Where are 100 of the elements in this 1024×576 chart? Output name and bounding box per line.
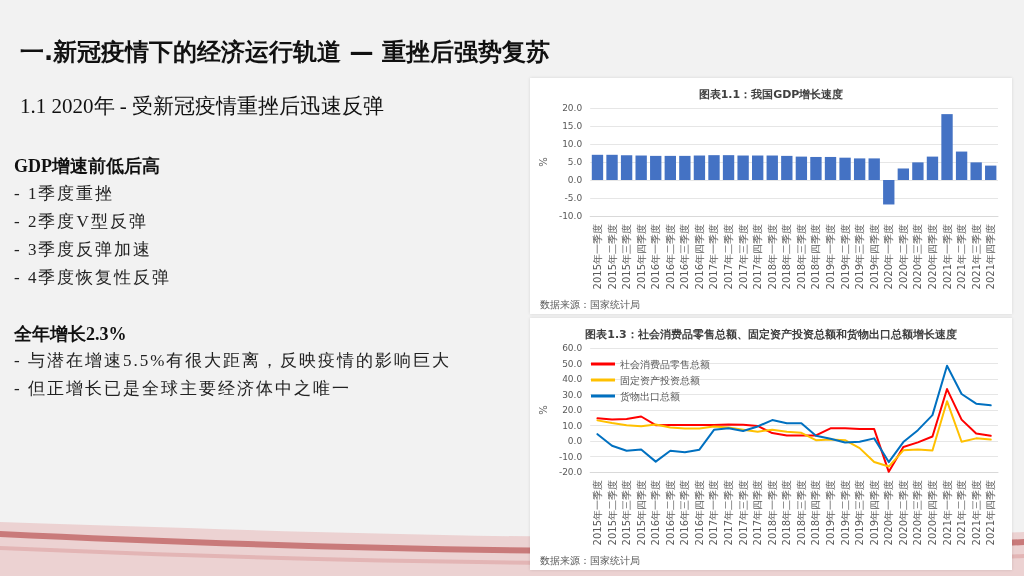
- x-tick-label: 2019年二季度: [839, 480, 851, 546]
- bar: [795, 156, 808, 180]
- x-tick-label: 2018年一季度: [766, 480, 778, 546]
- x-tick-label: 2016年二季度: [664, 480, 676, 546]
- y-tick-label: 5.0: [567, 157, 583, 167]
- bar: [737, 155, 749, 180]
- x-tick-label: 2016年一季度: [650, 224, 662, 290]
- x-tick-label: 2021年三季度: [970, 224, 982, 290]
- bar: [766, 155, 778, 180]
- text: GDP增速前低后高: [14, 155, 160, 178]
- x-tick-label: 2016年一季度: [650, 480, 662, 546]
- y-tick-label: 50.0: [562, 358, 583, 369]
- x-tick-label: 2020年四季度: [926, 480, 938, 546]
- text: - 与潜在增速5.5%有很大距离，反映疫情的影响巨大: [14, 350, 452, 372]
- x-tick-label: 2017年二季度: [723, 224, 735, 290]
- bar: [679, 155, 691, 180]
- x-tick-label: 2015年二季度: [606, 224, 618, 290]
- x-tick-label: 2018年二季度: [781, 480, 793, 546]
- x-tick-label: 2019年三季度: [854, 224, 866, 290]
- x-tick-label: 2019年三季度: [854, 480, 866, 546]
- x-tick-label: 2020年三季度: [912, 224, 924, 290]
- x-tick-label: 2018年三季度: [795, 480, 807, 546]
- y-axis-title: %: [537, 405, 549, 415]
- x-tick-label: 2019年四季度: [868, 224, 880, 290]
- x-tick-label: 2020年一季度: [883, 480, 895, 546]
- x-tick-label: 2016年四季度: [693, 480, 705, 546]
- bar: [926, 156, 939, 180]
- y-tick-label: 0.0: [567, 175, 583, 185]
- x-tick-label: 2017年一季度: [708, 224, 720, 290]
- x-tick-label: 2018年二季度: [781, 224, 793, 290]
- source-note: 数据来源：国家统计局: [540, 554, 640, 566]
- x-tick-label: 2021年一季度: [941, 480, 953, 546]
- y-tick-label: 60.0: [562, 343, 583, 353]
- legend-label: 社会消费品零售总额: [620, 358, 710, 370]
- x-tick-label: 2015年三季度: [621, 224, 633, 290]
- x-tick-label: 2015年一季度: [591, 480, 603, 546]
- x-tick-label: 2020年三季度: [912, 480, 924, 546]
- x-tick-label: 2017年一季度: [708, 480, 720, 546]
- bar: [620, 155, 633, 180]
- line-series: [596, 400, 992, 468]
- bar: [970, 162, 982, 180]
- bar: [883, 180, 895, 205]
- x-tick-label: 2019年四季度: [868, 480, 880, 546]
- y-tick-label: 20.0: [562, 405, 583, 415]
- x-tick-label: 2018年一季度: [766, 224, 778, 290]
- y-tick-label: 40.0: [562, 374, 583, 384]
- x-tick-label: 2021年四季度: [985, 224, 997, 290]
- x-tick-label: 2017年二季度: [723, 480, 735, 546]
- bar: [722, 155, 735, 180]
- x-tick-label: 2021年二季度: [956, 224, 968, 290]
- x-tick-label: 2018年三季度: [795, 224, 807, 290]
- bar: [752, 155, 764, 180]
- source-note: 数据来源：国家统计局: [540, 298, 640, 310]
- x-tick-label: 2015年一季度: [591, 224, 603, 290]
- bar: [810, 156, 822, 180]
- x-tick-label: 2018年四季度: [810, 224, 822, 290]
- text: - 3季度反弹加速: [14, 239, 153, 261]
- bar: [606, 154, 618, 180]
- x-tick-label: 2020年二季度: [897, 480, 909, 546]
- legend-label: 固定资产投资总额: [620, 374, 700, 386]
- text: - 1季度重挫: [14, 183, 115, 205]
- bar: [955, 151, 968, 180]
- text: - 2季度V型反弹: [14, 211, 148, 233]
- bar: [912, 162, 924, 180]
- bar: [664, 155, 676, 180]
- legend-label: 货物出口总额: [620, 390, 680, 402]
- bar: [635, 155, 647, 180]
- x-tick-label: 2017年四季度: [752, 224, 764, 290]
- x-tick-label: 2021年四季度: [985, 480, 997, 546]
- x-tick-label: 2020年四季度: [926, 224, 938, 290]
- bar: [853, 158, 866, 180]
- x-tick-label: 2019年一季度: [825, 224, 837, 290]
- y-tick-label: 0.0: [567, 436, 583, 446]
- x-tick-label: 2016年二季度: [664, 224, 676, 290]
- x-tick-label: 2015年二季度: [606, 480, 618, 546]
- chart-title: 图表1.1：我国GDP增长速度: [698, 88, 844, 101]
- x-tick-label: 2017年三季度: [737, 480, 749, 546]
- bar: [941, 114, 953, 180]
- text: 1.1 2020年 - 受新冠疫情重挫后迅速反弹: [20, 93, 384, 120]
- bar: [985, 165, 997, 180]
- y-tick-label: -10.0: [558, 451, 583, 462]
- x-tick-label: 2016年四季度: [693, 224, 705, 290]
- y-tick-label: 10.0: [562, 139, 583, 149]
- x-tick-label: 2017年三季度: [737, 224, 749, 290]
- y-tick-label: -10.0: [558, 211, 583, 221]
- y-tick-label: 20.0: [562, 103, 583, 113]
- x-tick-label: 2016年三季度: [679, 224, 691, 290]
- x-tick-label: 2015年三季度: [621, 480, 633, 546]
- bar: [839, 157, 851, 180]
- text: 全年增长2.3%: [14, 323, 127, 346]
- bar: [650, 155, 662, 180]
- bar: [708, 155, 720, 180]
- x-tick-label: 2021年一季度: [941, 224, 953, 290]
- x-tick-label: 2020年二季度: [897, 224, 909, 290]
- text: - 4季度恢复性反弹: [14, 267, 172, 289]
- bar: [781, 155, 793, 180]
- y-tick-label: 10.0: [562, 420, 583, 431]
- y-tick-label: -5.0: [564, 193, 583, 203]
- bar: [868, 158, 880, 180]
- x-tick-label: 2021年三季度: [970, 480, 982, 546]
